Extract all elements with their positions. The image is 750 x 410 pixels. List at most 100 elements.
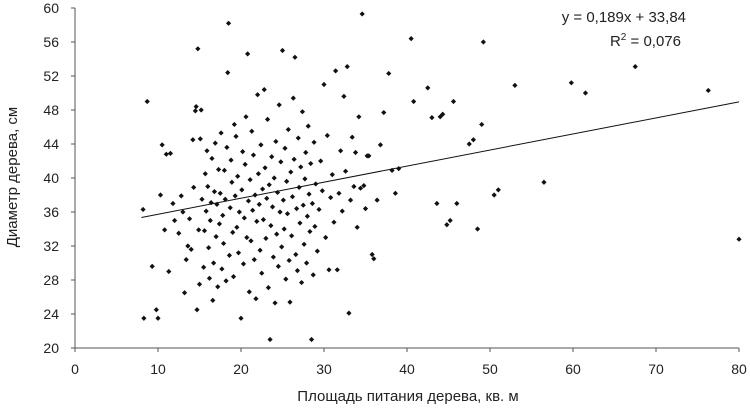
data-point xyxy=(215,166,222,173)
data-point xyxy=(228,157,234,163)
data-point xyxy=(155,315,161,321)
data-point xyxy=(140,206,146,213)
data-point xyxy=(268,223,274,229)
data-point xyxy=(266,182,272,188)
data-point xyxy=(245,198,252,204)
data-point xyxy=(273,138,279,145)
data-point xyxy=(181,290,188,296)
data-point xyxy=(408,36,414,42)
r-squared-prefix: R xyxy=(610,33,621,50)
data-point xyxy=(172,217,178,224)
data-point xyxy=(250,207,256,213)
data-point xyxy=(411,98,417,105)
data-point xyxy=(261,87,267,93)
regression-annotation: y = 0,189x + 33,84 R2 = 0,076 xyxy=(562,9,686,50)
data-point xyxy=(216,221,223,227)
data-point xyxy=(377,142,384,148)
data-point xyxy=(344,64,350,70)
data-point xyxy=(736,236,742,242)
data-point xyxy=(324,132,330,139)
x-tick-label: 80 xyxy=(731,361,747,377)
data-point xyxy=(331,219,337,225)
data-point xyxy=(153,307,159,313)
data-point xyxy=(293,251,299,258)
data-point xyxy=(326,267,332,273)
data-point xyxy=(211,189,218,195)
data-point xyxy=(229,179,235,185)
data-point xyxy=(233,133,239,139)
data-point xyxy=(246,289,252,295)
data-point xyxy=(218,130,224,136)
data-point xyxy=(159,142,165,148)
data-point xyxy=(336,190,342,196)
data-point xyxy=(198,107,204,113)
y-tick-label: 60 xyxy=(43,0,59,16)
data-point xyxy=(632,64,638,70)
data-point xyxy=(205,183,211,190)
data-point xyxy=(381,109,387,116)
data-point xyxy=(230,229,236,235)
data-point xyxy=(308,160,314,167)
data-point xyxy=(440,111,446,117)
data-point xyxy=(195,46,201,52)
y-tick-label: 40 xyxy=(43,170,59,186)
data-point xyxy=(258,142,264,148)
data-point xyxy=(196,227,202,233)
data-point xyxy=(247,177,253,183)
data-point xyxy=(303,260,310,266)
data-point xyxy=(321,81,327,88)
x-tick-label: 0 xyxy=(71,361,79,377)
data-point xyxy=(294,206,300,212)
data-point xyxy=(170,200,176,207)
data-point xyxy=(349,134,355,140)
data-point xyxy=(225,20,232,26)
data-point xyxy=(429,115,435,121)
data-point xyxy=(305,123,311,129)
data-point xyxy=(235,250,242,256)
data-point xyxy=(356,114,362,120)
data-point xyxy=(342,168,349,174)
data-point xyxy=(329,172,335,178)
data-point xyxy=(178,193,184,199)
data-point xyxy=(217,190,223,196)
r-squared-superscript: 2 xyxy=(621,32,627,43)
data-point xyxy=(568,80,574,86)
data-point xyxy=(167,150,174,156)
data-point xyxy=(162,227,168,233)
data-point xyxy=(292,54,298,60)
data-point xyxy=(220,240,227,247)
y-tick-label: 28 xyxy=(43,272,59,288)
data-point xyxy=(201,228,208,234)
data-point xyxy=(215,284,221,290)
data-point xyxy=(495,187,501,193)
data-point xyxy=(255,171,262,177)
data-point xyxy=(359,11,365,17)
data-point xyxy=(444,222,450,228)
data-point xyxy=(300,202,306,208)
data-point xyxy=(352,149,359,156)
data-point xyxy=(243,114,249,120)
data-point xyxy=(374,197,380,203)
data-point xyxy=(223,278,229,284)
data-point xyxy=(396,166,402,172)
data-point xyxy=(239,187,245,193)
data-point xyxy=(230,274,237,280)
data-point xyxy=(227,205,233,211)
data-point xyxy=(275,263,281,269)
data-points xyxy=(140,11,742,343)
data-point xyxy=(185,243,191,249)
data-point xyxy=(220,212,226,218)
data-point xyxy=(254,218,260,224)
y-tick-label: 52 xyxy=(43,68,59,84)
axis-titles: Площадь питания дерева, кв. м Диаметр де… xyxy=(4,107,519,405)
data-point xyxy=(141,315,147,321)
data-point xyxy=(512,82,518,88)
data-point xyxy=(256,201,262,207)
data-point xyxy=(285,126,291,133)
data-point xyxy=(310,272,316,278)
data-point xyxy=(206,245,212,251)
data-point xyxy=(289,233,295,239)
data-point xyxy=(323,234,329,241)
data-point xyxy=(366,153,372,159)
data-point xyxy=(466,141,472,147)
